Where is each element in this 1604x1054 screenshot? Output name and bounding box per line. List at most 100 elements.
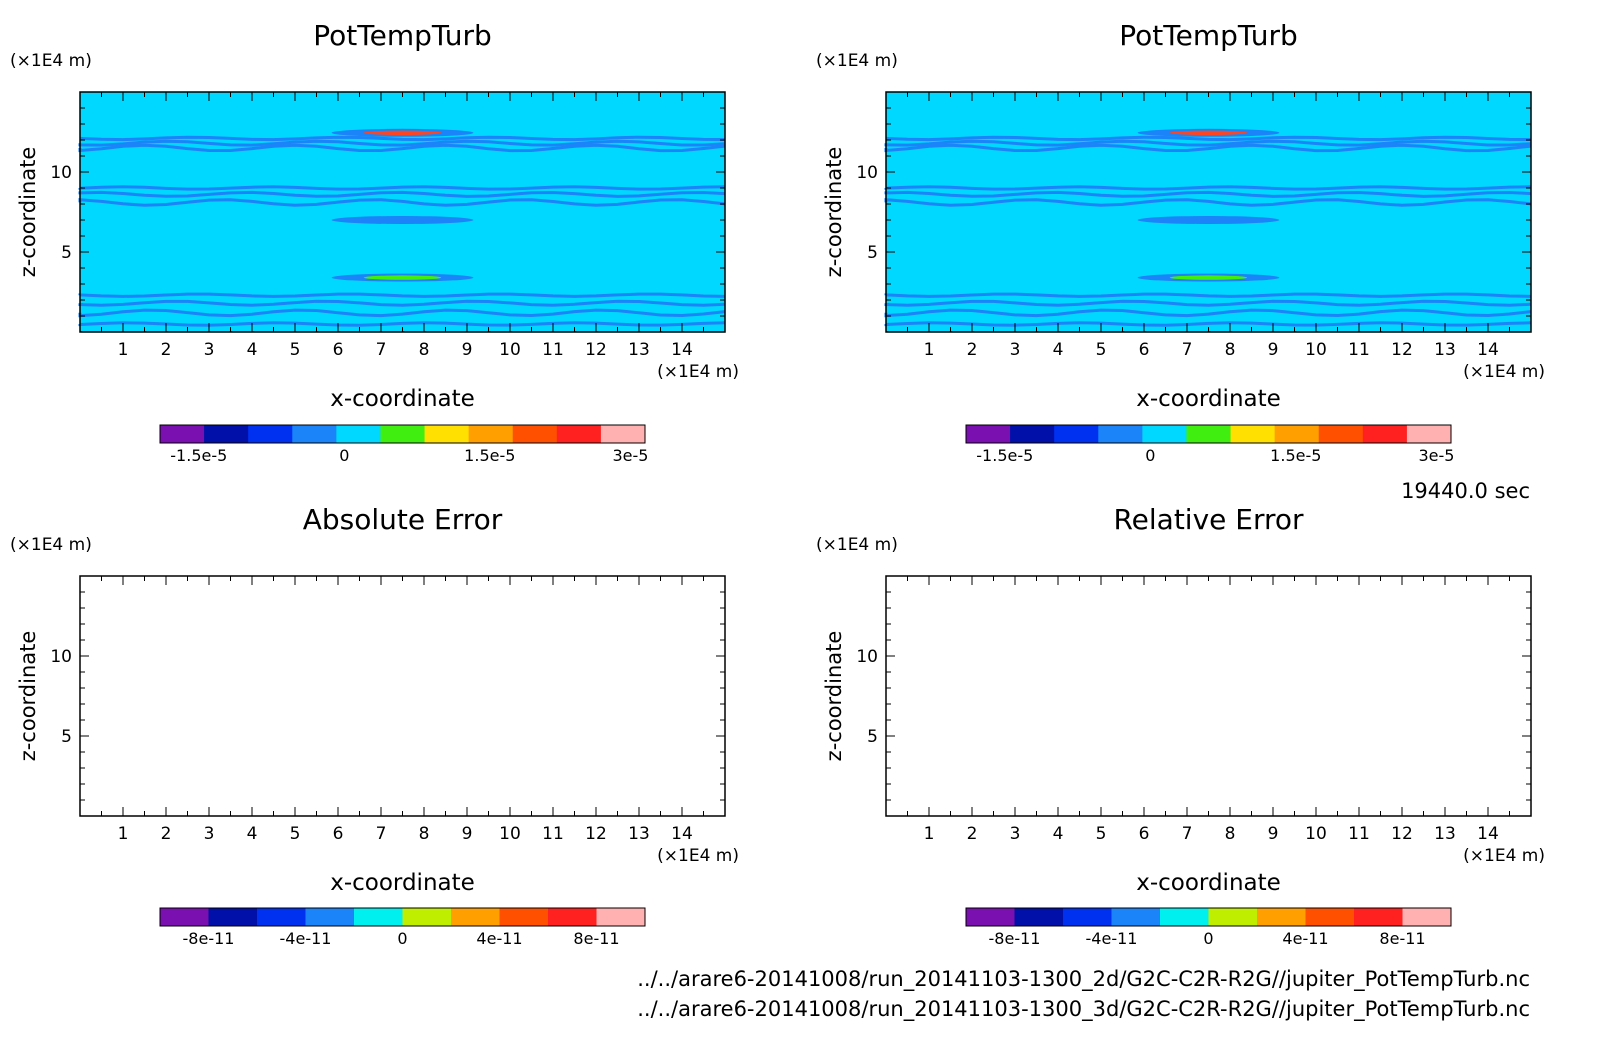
colorbar-segment <box>1230 425 1276 443</box>
y-axis-label: z-coordinate <box>822 631 846 762</box>
colorbar-tick-label: 8e-11 <box>1379 929 1425 948</box>
file-path-2: ../../arare6-20141008/run_20141103-1300_… <box>637 997 1530 1022</box>
contour-band <box>884 321 1532 327</box>
colorbar-tick-label: 3e-5 <box>1418 446 1454 465</box>
x-tick-label: 2 <box>967 340 978 360</box>
colorbar-tick-label: -1.5e-5 <box>170 446 227 465</box>
contour-band <box>884 292 1532 298</box>
x-tick-label: 11 <box>1348 340 1370 360</box>
x-tick-label: 11 <box>542 340 564 360</box>
x-axis-label: x-coordinate <box>330 870 475 896</box>
colorbar-segment <box>1010 425 1055 443</box>
x-tick-label: 1 <box>924 340 935 360</box>
panel-title: PotTempTurb <box>313 19 492 52</box>
colorbar-tick-label: -4e-11 <box>1086 929 1138 948</box>
x-tick-label: 13 <box>628 340 650 360</box>
x-tick-label: 12 <box>1391 824 1413 844</box>
x-tick-label: 9 <box>1268 340 1279 360</box>
x-tick-label: 14 <box>1477 824 1499 844</box>
contour-band <box>79 135 726 142</box>
colorbar-segment <box>1274 425 1320 443</box>
file-path-1: ../../arare6-20141008/run_20141103-1300_… <box>637 967 1530 992</box>
plot-area <box>80 576 725 816</box>
time-label: 19440.0 sec <box>1401 479 1530 503</box>
contour-band <box>78 190 726 198</box>
x-tick-label: 7 <box>376 340 387 360</box>
colorbar-segment <box>204 425 249 443</box>
x-tick-label: 8 <box>419 824 430 844</box>
x-tick-label: 4 <box>247 824 258 844</box>
colorbar-segment <box>248 425 293 443</box>
colorbar-segment <box>966 425 1011 443</box>
colorbar-tick-label: -8e-11 <box>183 929 235 948</box>
y-unit-label: (×1E4 m) <box>10 535 92 555</box>
contour-band <box>78 185 726 191</box>
x-axis-label: x-coordinate <box>330 386 475 412</box>
colorbar-tick-label: 0 <box>1203 929 1213 948</box>
y-tick-label: 5 <box>867 727 878 747</box>
contour-band <box>884 299 1532 307</box>
x-tick-label: 14 <box>671 340 693 360</box>
y-tick-label: 5 <box>867 243 878 263</box>
colorbar-segment <box>1257 908 1306 926</box>
contour-band <box>78 308 726 318</box>
x-axis-label: x-coordinate <box>1136 386 1281 412</box>
x-tick-label: 2 <box>161 340 172 360</box>
panel-3: Absolute Error(×1E4 m)1 2 3 4 5 6 7 8 9 10 11 12 13 1… <box>10 503 739 948</box>
x-tick-label: 12 <box>585 340 607 360</box>
colorbar-segment <box>1014 908 1064 926</box>
x-tick-label: 13 <box>1434 824 1456 844</box>
y-tick-label: 10 <box>856 163 878 183</box>
colorbar-segment <box>336 425 381 443</box>
colorbar-tick-label: -1.5e-5 <box>976 446 1033 465</box>
x-tick-label: 1 <box>118 824 129 844</box>
x-tick-label: 4 <box>247 340 258 360</box>
colorbar-segment <box>1054 425 1099 443</box>
x-tick-label: 8 <box>1225 340 1236 360</box>
y-axis-label: z-coordinate <box>16 147 40 278</box>
contour-band <box>884 185 1532 191</box>
colorbar-segment <box>160 425 205 443</box>
x-tick-label: 3 <box>1010 340 1021 360</box>
colorbar-tick-label: -4e-11 <box>280 929 332 948</box>
x-tick-label: 3 <box>204 824 215 844</box>
x-unit-label: (×1E4 m) <box>657 362 739 382</box>
x-tick-label: 7 <box>1182 340 1193 360</box>
colorbar-segment <box>451 908 500 926</box>
colorbar-segment <box>468 425 514 443</box>
contour-feature <box>363 130 442 135</box>
x-tick-label: 2 <box>161 824 172 844</box>
contour-band <box>884 190 1532 198</box>
x-tick-label: 6 <box>1139 340 1150 360</box>
y-axis-label: z-coordinate <box>16 631 40 762</box>
colorbar-tick-label: -8e-11 <box>989 929 1041 948</box>
colorbar-segment <box>966 908 1015 926</box>
colorbar-tick-label: 4e-11 <box>1282 929 1328 948</box>
colorbar-frame <box>159 907 646 927</box>
colorbar-segment <box>556 425 602 443</box>
x-tick-label: 7 <box>376 824 387 844</box>
y-unit-label: (×1E4 m) <box>10 51 92 71</box>
colorbar-segment <box>1208 908 1258 926</box>
contour-band <box>78 292 726 298</box>
colorbar-segment <box>548 908 597 926</box>
colorbar-segment <box>380 425 426 443</box>
x-tick-label: 10 <box>499 340 521 360</box>
x-tick-label: 8 <box>419 340 430 360</box>
contour-feature <box>363 217 442 223</box>
colorbar-tick-label: 1.5e-5 <box>464 446 515 465</box>
y-tick-label: 5 <box>61 727 72 747</box>
y-axis-label: z-coordinate <box>822 147 846 278</box>
contour-band <box>78 299 726 307</box>
x-tick-label: 5 <box>290 340 301 360</box>
x-tick-label: 12 <box>585 824 607 844</box>
x-tick-label: 6 <box>333 824 344 844</box>
contour-band <box>884 308 1532 318</box>
contour-feature <box>1169 275 1248 280</box>
colorbar-segment <box>292 425 337 443</box>
x-tick-label: 13 <box>1434 340 1456 360</box>
contour-band <box>78 198 726 207</box>
x-tick-label: 4 <box>1053 340 1064 360</box>
colorbar-frame <box>965 424 1452 444</box>
